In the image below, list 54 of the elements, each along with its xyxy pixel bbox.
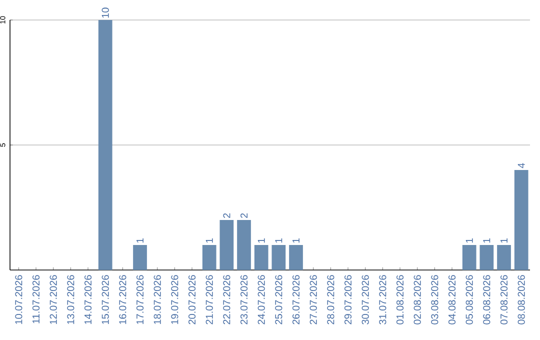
bar — [202, 245, 216, 270]
x-tick-label: 31.07.2026 — [379, 275, 386, 324]
data-label: 1 — [466, 238, 473, 243]
x-tick-label: 25.07.2026 — [275, 275, 282, 324]
x-tick-label: 10.07.2026 — [15, 275, 22, 324]
x-tick-label: 20.07.2026 — [188, 275, 196, 324]
bar — [462, 245, 476, 270]
data-label: 2 — [223, 213, 230, 218]
x-tick-label: 17.07.2026 — [136, 275, 144, 324]
x-tick-label: 12.07.2026 — [50, 275, 57, 324]
x-tick-label: 06.08.2026 — [483, 275, 490, 324]
x-tick-label: 14.07.2026 — [84, 275, 92, 324]
x-tick-label: 05.08.2026 — [466, 275, 473, 324]
x-tick-label: 03.08.2026 — [431, 275, 438, 324]
bar — [480, 245, 494, 270]
x-tick-label: 15.07.2026 — [102, 275, 109, 324]
x-tick-label: 30.07.2026 — [362, 275, 369, 324]
data-label: 2 — [240, 213, 248, 218]
bar — [98, 20, 112, 270]
bar — [220, 220, 234, 270]
x-tick-label: 07.08.2026 — [500, 275, 508, 324]
bar — [272, 245, 286, 270]
x-tick-label: 19.07.2026 — [171, 275, 178, 324]
x-tick-label: 27.07.2026 — [310, 275, 317, 324]
x-tick-label: 13.07.2026 — [67, 275, 74, 324]
data-label: 1 — [500, 238, 508, 243]
bar — [254, 245, 268, 270]
data-label: 4 — [518, 163, 525, 168]
x-tick-label: 26.07.2026 — [292, 275, 300, 324]
x-tick-label: 22.07.2026 — [223, 275, 230, 324]
data-label: 10 — [102, 8, 109, 18]
bar — [497, 245, 511, 270]
data-label: 1 — [275, 238, 282, 243]
bar — [289, 245, 303, 270]
data-label: 1 — [483, 238, 490, 243]
bar — [237, 220, 251, 270]
x-tick-label: 18.07.2026 — [154, 275, 161, 324]
data-label: 1 — [206, 238, 213, 243]
bar — [514, 170, 528, 270]
x-tick-label: 08.08.2026 — [518, 275, 525, 324]
x-tick-label: 28.07.2026 — [327, 275, 334, 324]
data-label: 1 — [292, 238, 300, 243]
x-tick-label: 24.07.2026 — [258, 275, 265, 324]
x-tick-label: 02.08.2026 — [414, 275, 421, 324]
bar — [133, 245, 147, 270]
x-tick-label: 23.07.2026 — [240, 275, 248, 324]
x-tick-label: 29.07.2026 — [344, 275, 352, 324]
x-tick-label: 11.07.2026 — [32, 275, 40, 324]
data-label: 1 — [136, 238, 144, 243]
x-tick-label: 16.07.2026 — [119, 275, 126, 324]
x-tick-label: 04.08.2026 — [448, 275, 456, 324]
data-label: 1 — [258, 238, 265, 243]
x-tick-label: 01.08.2026 — [396, 275, 404, 324]
x-tick-label: 21.07.2026 — [206, 275, 213, 324]
